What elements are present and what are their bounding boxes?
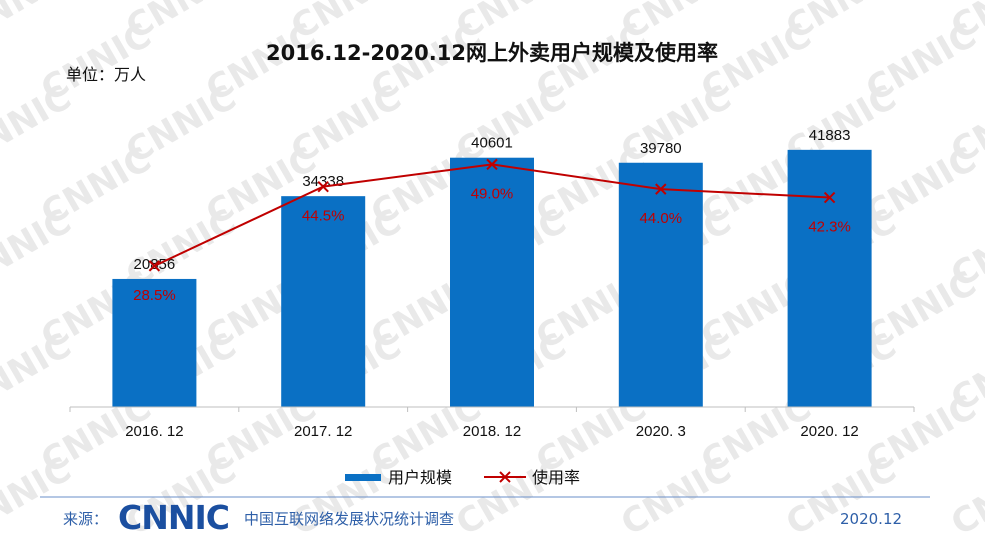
source-organization: 中国互联网络发展状况统计调查 (244, 510, 454, 528)
x-tick-label: 2020. 12 (800, 423, 858, 440)
legend-label-line: 使用率 (532, 468, 580, 487)
rate-line-series (148, 158, 836, 272)
rate-point-marker (317, 180, 329, 193)
rate-point-marker (148, 260, 161, 272)
bar (787, 149, 872, 407)
bar-value-label: 39780 (640, 140, 682, 157)
rate-value-label: 42.3% (808, 219, 851, 236)
x-tick-label: 2018. 12 (463, 423, 521, 440)
bar (281, 196, 366, 407)
rate-value-label: 44.0% (640, 210, 683, 227)
x-axis-tick-labels: 2016. 12 2017. 12 2018. 12 2020. 3 2020. 12 (125, 423, 859, 440)
bar (112, 278, 197, 407)
rate-point-marker (486, 158, 498, 171)
source-label: 来源： (63, 510, 108, 528)
footer-date: 2020.12 (840, 510, 902, 528)
x-tick-label: 2017. 12 (294, 423, 352, 440)
rate-value-label: 28.5% (133, 287, 176, 304)
bar-value-label: 41883 (809, 127, 851, 144)
unit-label: 单位：万人 (66, 65, 146, 84)
rate-value-label: 49.0% (471, 185, 514, 202)
watermark-text: CNNIC (945, 449, 985, 543)
rate-point-marker (655, 183, 667, 195)
watermark-text: CNNIC (0, 0, 78, 48)
chart-title: 2016.12-2020.12网上外卖用户规模及使用率 (266, 41, 718, 65)
x-axis-ticks (69, 407, 915, 412)
rate-point-marker (823, 191, 836, 204)
rate-value-label: 44.5% (302, 208, 345, 225)
legend-label-bar: 用户规模 (388, 468, 452, 487)
rate-value-labels: 28.5% 44.5% 49.0% 44.0% 42.3% (133, 185, 851, 304)
legend-marker-x (499, 471, 511, 483)
x-tick-label: 2016. 12 (125, 423, 183, 440)
cnnic-logo: CNNIC (118, 498, 229, 537)
legend-swatch-bar (345, 474, 381, 481)
bar-value-label: 40601 (471, 135, 513, 152)
legend: 用户规模 使用率 (345, 468, 580, 487)
bar (618, 162, 703, 407)
bar-series (112, 149, 872, 407)
x-tick-label: 2020. 3 (636, 423, 686, 440)
bar (450, 157, 534, 407)
